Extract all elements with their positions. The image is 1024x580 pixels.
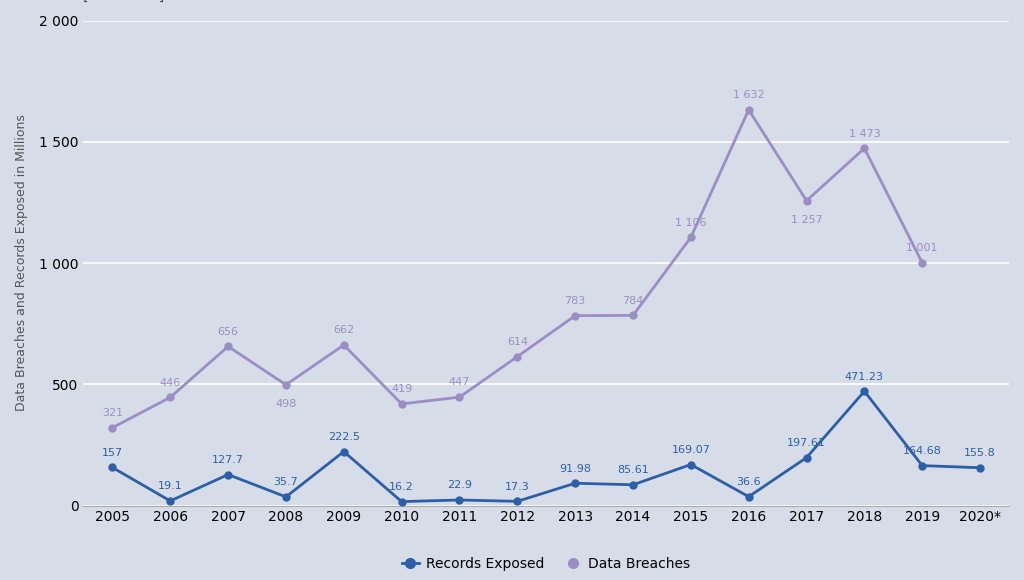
Records Exposed (627, 481, 639, 488)
Data Breaches (454, 394, 466, 401)
Records Exposed (454, 496, 466, 503)
Text: 614: 614 (507, 337, 528, 347)
Text: 155.8: 155.8 (965, 448, 996, 458)
Text: 127.7: 127.7 (212, 455, 244, 465)
Data Breaches (106, 424, 119, 431)
Y-axis label: Data Breaches and Records Exposed in Millions: Data Breaches and Records Exposed in Mil… (15, 115, 28, 411)
Text: 446: 446 (160, 378, 181, 387)
Text: 1 001: 1 001 (906, 243, 938, 253)
Data Breaches (569, 312, 582, 319)
Legend: Records Exposed, Data Breaches: Records Exposed, Data Breaches (396, 551, 696, 576)
Text: 321: 321 (101, 408, 123, 418)
Data Breaches (338, 342, 350, 349)
Line: Data Breaches: Data Breaches (109, 106, 926, 431)
Records Exposed (222, 471, 234, 478)
Data Breaches (858, 145, 870, 152)
Data Breaches (164, 394, 176, 401)
Text: 471.23: 471.23 (845, 372, 884, 382)
Text: 498: 498 (275, 399, 297, 409)
Records Exposed (395, 498, 408, 505)
Text: 783: 783 (564, 296, 586, 306)
Data Breaches (916, 259, 929, 266)
Text: 16.2: 16.2 (389, 482, 414, 492)
Text: 85.61: 85.61 (617, 465, 649, 475)
Records Exposed (742, 493, 755, 500)
Text: 197.61: 197.61 (787, 438, 826, 448)
Records Exposed (916, 462, 929, 469)
Text: 1 473: 1 473 (849, 129, 881, 139)
Text: 169.07: 169.07 (672, 445, 711, 455)
Data Breaches (742, 106, 755, 113)
Records Exposed (974, 464, 986, 471)
Text: [* Forecast]: [* Forecast] (84, 0, 165, 3)
Data Breaches (685, 234, 697, 241)
Text: 19.1: 19.1 (158, 481, 182, 491)
Data Breaches (222, 343, 234, 350)
Text: 17.3: 17.3 (505, 481, 529, 492)
Records Exposed (685, 461, 697, 468)
Text: 35.7: 35.7 (273, 477, 298, 487)
Text: 1 257: 1 257 (791, 215, 822, 225)
Text: 1 632: 1 632 (733, 90, 765, 100)
Records Exposed (858, 388, 870, 395)
Text: 222.5: 222.5 (328, 432, 359, 442)
Data Breaches (511, 353, 523, 360)
Records Exposed (338, 448, 350, 455)
Text: 662: 662 (333, 325, 354, 335)
Records Exposed (801, 454, 813, 461)
Data Breaches (395, 400, 408, 407)
Data Breaches (801, 197, 813, 204)
Text: 22.9: 22.9 (446, 480, 472, 490)
Text: 36.6: 36.6 (736, 477, 761, 487)
Text: 1 106: 1 106 (675, 218, 707, 227)
Text: 419: 419 (391, 384, 413, 394)
Text: 164.68: 164.68 (903, 446, 942, 456)
Text: 91.98: 91.98 (559, 463, 591, 473)
Data Breaches (280, 381, 292, 388)
Line: Records Exposed: Records Exposed (109, 388, 983, 505)
Data Breaches (627, 312, 639, 319)
Records Exposed (280, 494, 292, 501)
Text: 447: 447 (449, 378, 470, 387)
Records Exposed (569, 480, 582, 487)
Text: 656: 656 (217, 327, 239, 337)
Text: 784: 784 (623, 296, 644, 306)
Text: 157: 157 (101, 448, 123, 458)
Records Exposed (511, 498, 523, 505)
Records Exposed (106, 464, 119, 471)
Records Exposed (164, 498, 176, 505)
